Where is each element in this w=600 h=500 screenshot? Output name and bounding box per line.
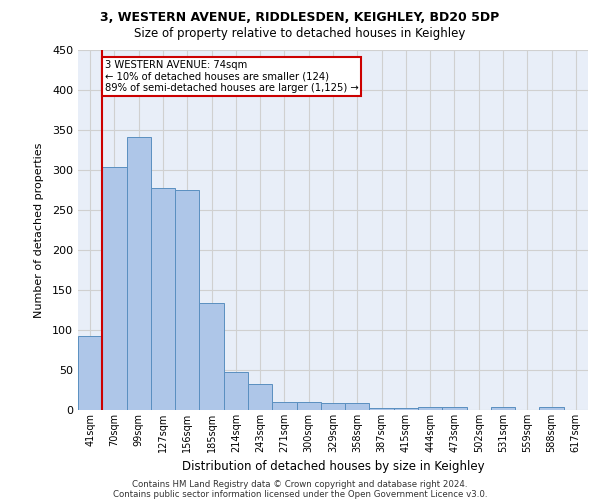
Bar bbox=[321, 403, 345, 410]
Bar bbox=[102, 167, 127, 410]
Bar bbox=[296, 402, 321, 410]
Bar bbox=[224, 372, 248, 410]
Bar bbox=[491, 407, 515, 410]
Y-axis label: Number of detached properties: Number of detached properties bbox=[34, 142, 44, 318]
Text: Size of property relative to detached houses in Keighley: Size of property relative to detached ho… bbox=[134, 28, 466, 40]
Bar bbox=[539, 407, 564, 410]
Bar bbox=[442, 407, 467, 410]
Bar bbox=[127, 137, 151, 410]
Bar bbox=[418, 407, 442, 410]
Bar bbox=[248, 384, 272, 410]
Bar bbox=[175, 190, 199, 410]
Bar bbox=[199, 303, 224, 410]
Bar bbox=[272, 402, 296, 410]
Text: 3, WESTERN AVENUE, RIDDLESDEN, KEIGHLEY, BD20 5DP: 3, WESTERN AVENUE, RIDDLESDEN, KEIGHLEY,… bbox=[100, 11, 500, 24]
Bar bbox=[78, 336, 102, 410]
Text: 3 WESTERN AVENUE: 74sqm
← 10% of detached houses are smaller (124)
89% of semi-d: 3 WESTERN AVENUE: 74sqm ← 10% of detache… bbox=[105, 60, 358, 93]
Bar bbox=[394, 408, 418, 410]
Text: Contains HM Land Registry data © Crown copyright and database right 2024.: Contains HM Land Registry data © Crown c… bbox=[132, 480, 468, 489]
Bar bbox=[345, 403, 370, 410]
Bar bbox=[151, 188, 175, 410]
Bar bbox=[370, 408, 394, 410]
Text: Contains public sector information licensed under the Open Government Licence v3: Contains public sector information licen… bbox=[113, 490, 487, 499]
X-axis label: Distribution of detached houses by size in Keighley: Distribution of detached houses by size … bbox=[182, 460, 484, 473]
